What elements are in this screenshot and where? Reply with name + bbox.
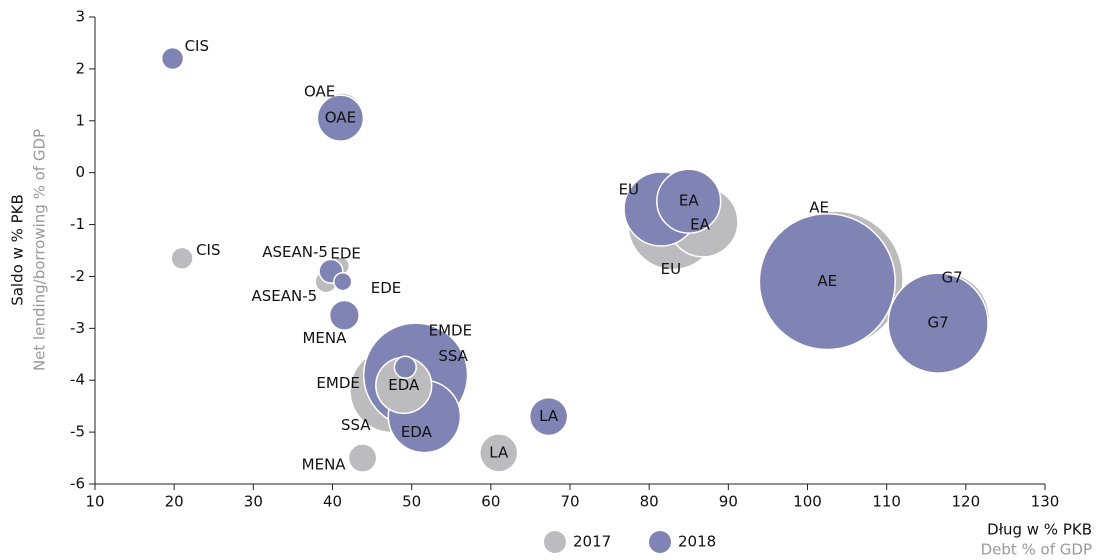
point-label: AE	[817, 272, 837, 290]
x-axis-title-en: Debt % of GDP	[981, 541, 1092, 557]
point-label: MENA	[302, 329, 347, 347]
point-label: MENA	[302, 456, 347, 474]
bubble	[656, 168, 722, 234]
bubble	[393, 355, 418, 379]
point-label: EU	[619, 180, 639, 198]
point-label: G7	[941, 268, 962, 286]
x-tick-label: 90	[719, 493, 738, 511]
bubble	[328, 299, 360, 331]
point-label: EU	[661, 260, 681, 278]
point-label: AE	[809, 199, 829, 217]
bubble	[479, 433, 519, 473]
point-label: OAE	[304, 82, 335, 100]
bubble	[347, 443, 378, 473]
x-tick-label: 120	[952, 493, 981, 511]
x-tick-label: 50	[402, 493, 421, 511]
y-axis-title-en: Net lending/borrowing % of GDP	[31, 129, 49, 371]
legend-label: 2018	[678, 533, 716, 551]
point-label: OAE	[325, 109, 356, 127]
point-label: EDE	[330, 245, 361, 263]
y-tick-label: -3	[70, 319, 85, 337]
x-tick-label: 40	[323, 493, 342, 511]
x-tick-label: 30	[244, 493, 263, 511]
bubble	[887, 272, 989, 374]
y-tick-label: -2	[70, 267, 85, 285]
legend-label: 2017	[573, 533, 611, 551]
x-tick-label: 80	[640, 493, 659, 511]
legend-swatch	[544, 531, 566, 553]
x-tick-label: 20	[165, 493, 184, 511]
point-label: LA	[489, 443, 509, 461]
y-tick-label: 0	[75, 163, 85, 181]
y-tick-label: -5	[70, 423, 85, 441]
y-tick-label: -6	[70, 475, 85, 493]
x-tick-label: 110	[872, 493, 901, 511]
bubble	[333, 271, 353, 292]
point-label: CIS	[185, 37, 209, 55]
point-label: SSA	[438, 347, 468, 365]
point-label: EA	[679, 192, 699, 210]
x-tick-label: 10	[85, 493, 104, 511]
legend-swatch	[649, 531, 671, 553]
point-label: EDE	[371, 279, 402, 297]
point-label: LA	[539, 407, 559, 425]
x-tick-label: 70	[560, 493, 579, 511]
bubble	[316, 94, 365, 142]
bubble	[170, 246, 194, 270]
point-label: EMDE	[316, 374, 359, 392]
point-label: EDA	[388, 376, 420, 394]
point-label: G7	[928, 314, 949, 332]
x-tick-label: 130	[1031, 493, 1060, 511]
bubble	[758, 212, 896, 351]
y-tick-label: -4	[70, 371, 85, 389]
y-tick-label: 2	[75, 59, 85, 77]
point-label: EDA	[401, 423, 433, 441]
bubble	[528, 396, 569, 437]
y-tick-label: -1	[70, 215, 85, 233]
y-tick-label: 1	[75, 111, 85, 129]
x-tick-label: 100	[793, 493, 822, 511]
y-tick-label: 3	[75, 8, 85, 26]
point-label: SSA	[341, 416, 371, 434]
point-label: CIS	[196, 241, 220, 259]
point-label: EMDE	[429, 322, 472, 340]
bubble	[160, 46, 185, 71]
x-axis-title: Dług w % PKB	[987, 521, 1092, 539]
point-label: ASEAN-5	[262, 243, 328, 261]
point-label: EA	[690, 215, 710, 233]
y-axis-title: Saldo w % PKB	[9, 194, 27, 306]
point-label: ASEAN-5	[251, 287, 317, 305]
x-tick-label: 60	[481, 493, 500, 511]
